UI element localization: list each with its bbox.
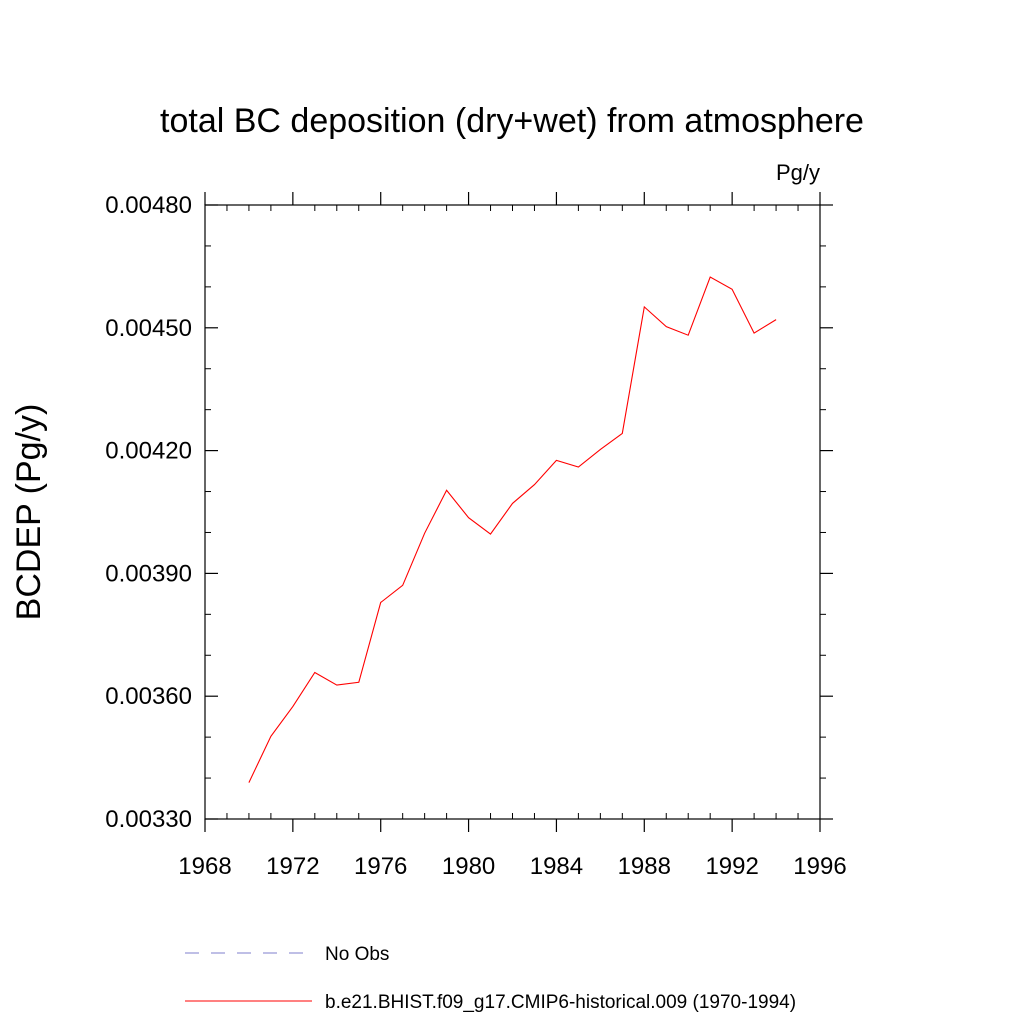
y-tick-label: 0.00360: [105, 683, 192, 710]
x-tick-label: 1996: [793, 853, 846, 880]
y-tick-label: 0.00390: [105, 560, 192, 587]
x-tick-label: 1992: [705, 853, 758, 880]
x-tick-label: 1980: [442, 853, 495, 880]
y-tick-label: 0.00420: [105, 438, 192, 465]
x-tick-label: 1988: [618, 853, 671, 880]
y-tick-label: 0.00450: [105, 315, 192, 342]
y-axis-label: BCDEP (Pg/y): [10, 404, 48, 621]
x-tick-label: 1976: [354, 853, 407, 880]
chart-title: total BC deposition (dry+wet) from atmos…: [160, 102, 864, 140]
units-label: Pg/y: [776, 160, 820, 185]
x-tick-label: 1972: [266, 853, 319, 880]
legend: No Obs b.e21.BHIST.f09_g17.CMIP6-historic…: [185, 944, 796, 1013]
x-tick-label: 1984: [530, 853, 583, 880]
y-tick-label: 0.00330: [105, 806, 192, 833]
plot-frame: [204, 204, 821, 820]
series-line: [248, 276, 777, 783]
y-tick-label: 0.00480: [105, 192, 192, 219]
series-layer: [248, 276, 777, 783]
legend-label: No Obs: [325, 944, 389, 965]
axes: 1968 1972 1976 1980 1984 1988 1992 1996 0.00330 0…: [105, 192, 847, 880]
x-tick-label: 1968: [178, 853, 231, 880]
legend-label: b.e21.BHIST.f09_g17.CMIP6-historical.009…: [325, 992, 796, 1013]
